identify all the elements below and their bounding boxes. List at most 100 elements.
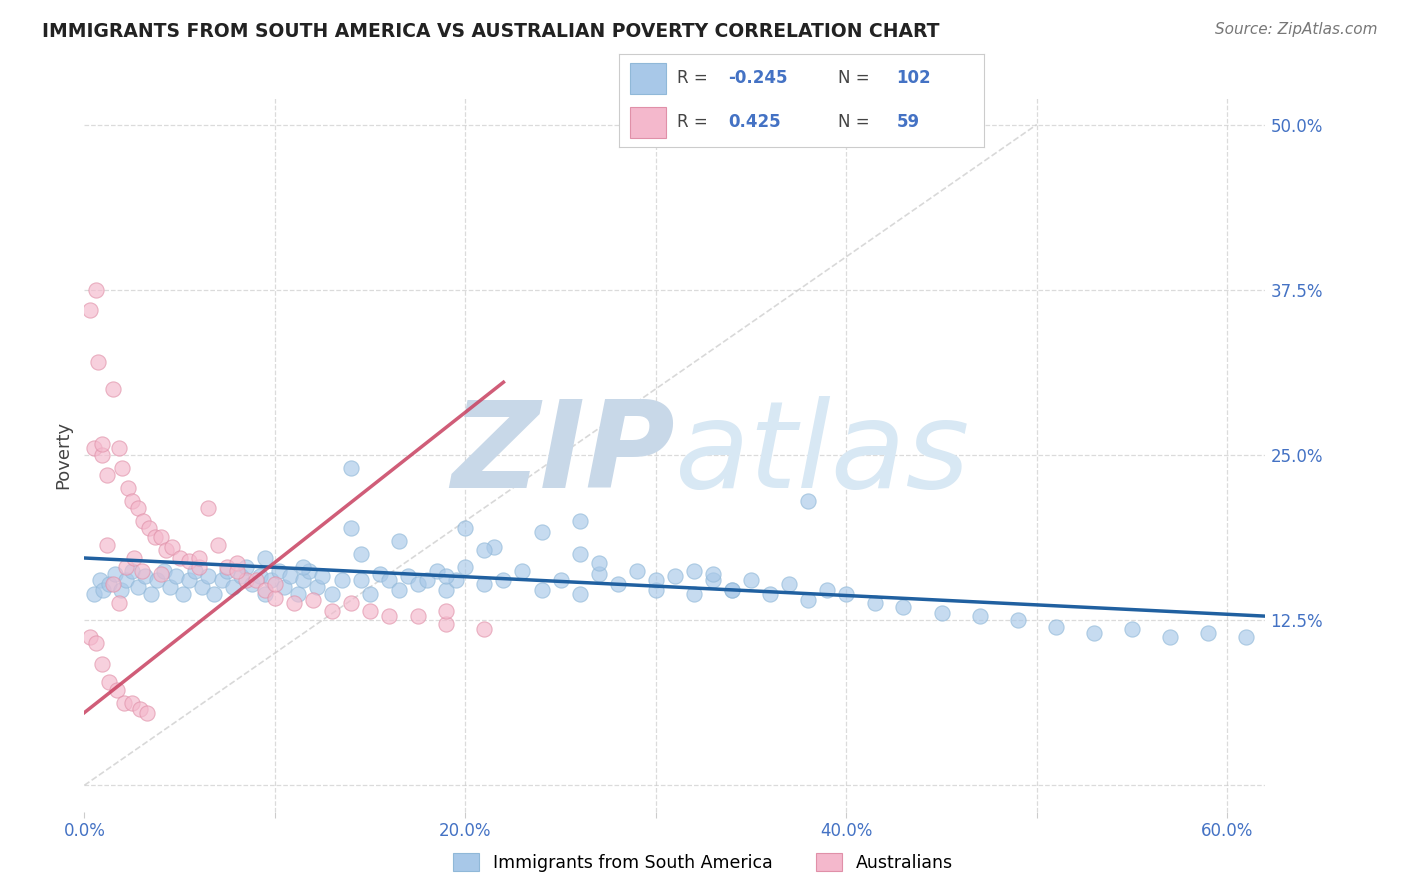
Point [254,582,277,597]
Text: N =: N = [838,69,869,87]
Point [482,541,505,555]
Point [588,556,610,570]
Point [340,461,363,475]
Point [550,574,572,588]
Point [211,574,233,588]
Point [197,569,219,583]
Point [179,574,201,588]
Point [179,554,201,568]
Point [136,706,159,720]
Point [298,564,321,578]
Point [115,574,138,588]
Point [815,582,838,597]
Point [260,574,283,588]
Point [702,574,724,588]
Point [1121,623,1143,637]
Point [434,604,457,618]
Point [863,596,886,610]
Text: atlas: atlas [675,396,970,514]
Point [273,580,295,594]
Point [588,566,610,581]
Point [155,543,177,558]
Point [835,587,858,601]
Point [143,530,166,544]
Point [568,587,591,601]
Point [378,574,401,588]
Point [340,596,363,610]
Point [127,500,149,515]
Point [153,564,176,578]
Point [98,577,121,591]
Text: N =: N = [838,113,869,131]
Point [388,582,411,597]
Point [683,564,706,578]
Point [84,635,107,649]
Text: R =: R = [678,113,707,131]
Point [101,577,124,591]
Point [568,547,591,561]
Point [121,697,143,711]
Point [406,609,429,624]
Point [112,697,135,711]
Point [110,582,132,597]
Point [107,442,129,456]
Point [96,538,118,552]
Point [249,569,271,583]
Text: Source: ZipAtlas.com: Source: ZipAtlas.com [1215,22,1378,37]
Point [302,593,325,607]
Point [149,566,172,581]
Point [111,461,134,475]
Point [131,564,153,578]
Point [254,587,277,601]
Point [474,543,496,558]
Point [187,551,209,566]
Point [1007,613,1029,627]
Point [90,448,112,462]
Point [797,494,820,508]
Point [512,564,534,578]
Text: ZIP: ZIP [451,396,675,514]
Point [311,569,333,583]
Y-axis label: Poverty: Poverty [55,421,73,489]
Point [474,577,496,591]
Point [702,566,724,581]
Point [396,569,419,583]
Point [105,683,128,698]
Point [530,524,553,539]
Point [225,564,247,578]
Point [797,593,820,607]
Point [172,587,194,601]
Point [222,580,245,594]
Point [406,577,429,591]
Point [444,574,467,588]
Point [454,560,477,574]
Point [122,551,145,566]
Point [664,569,686,583]
Point [83,587,105,601]
Point [235,574,257,588]
Point [644,574,666,588]
Point [740,574,762,588]
Point [359,604,381,618]
Point [197,500,219,515]
Point [107,596,129,610]
Point [278,569,301,583]
Text: -0.245: -0.245 [728,69,787,87]
Point [644,582,666,597]
Point [359,587,381,601]
Point [1159,630,1181,644]
Point [160,541,183,555]
Point [321,587,343,601]
Point [96,467,118,482]
Point [305,580,328,594]
Point [79,302,101,317]
Point [225,556,247,570]
Point [117,481,139,495]
Point [626,564,648,578]
Point [1083,626,1105,640]
Point [434,569,457,583]
Point [127,580,149,594]
Point [86,355,108,369]
Point [340,520,363,534]
Point [191,580,214,594]
